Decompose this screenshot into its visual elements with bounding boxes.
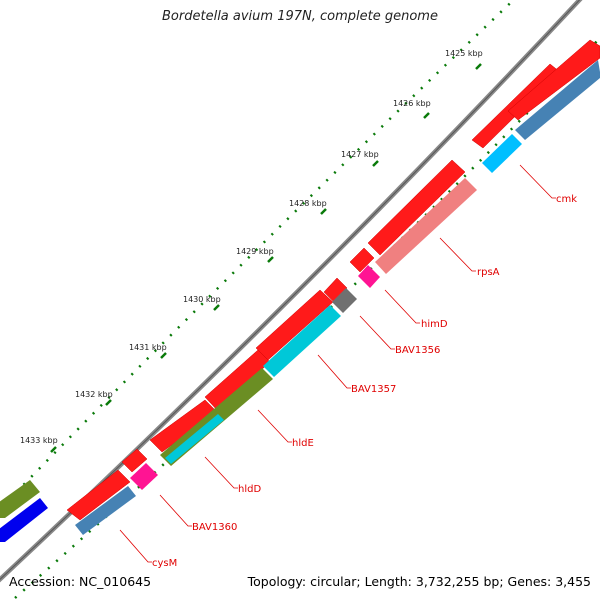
kbp-label-1432: 1432 kbp xyxy=(75,390,113,399)
gene-label-himD: himD xyxy=(421,319,448,330)
kbp-label-1425: 1425 kbp xyxy=(445,49,483,58)
cysM-feature xyxy=(75,486,136,535)
cds-arrow xyxy=(121,448,148,473)
kbp-label-1426: 1426 kbp xyxy=(393,99,431,108)
cds-arrow xyxy=(507,39,600,121)
cds-arrow xyxy=(323,277,348,303)
himD-feature xyxy=(358,265,380,288)
gene-label-BAV1356: BAV1356 xyxy=(395,345,440,356)
cds-arrow xyxy=(367,159,466,256)
olive-feature-left xyxy=(0,480,40,518)
gene-label-cmk: cmk xyxy=(556,194,577,205)
BAV1357-feature xyxy=(263,305,341,377)
gene-label-hldE: hldE xyxy=(292,438,314,449)
genome-summary-text: Topology: circular; Length: 3,732,255 bp… xyxy=(247,574,591,589)
label-connectors xyxy=(119,164,556,563)
feature-track xyxy=(0,60,600,542)
map-title: Bordetella avium 197N, complete genome xyxy=(162,9,438,24)
gene-label-BAV1360: BAV1360 xyxy=(192,522,237,533)
kbp-label-1430: 1430 kbp xyxy=(183,295,221,304)
kbp-label-1433: 1433 kbp xyxy=(20,436,58,445)
cds-arrow xyxy=(66,469,131,521)
kbp-label-1428: 1428 kbp xyxy=(289,199,327,208)
cmk-feature xyxy=(482,134,522,173)
kbp-label-1431: 1431 kbp xyxy=(129,343,167,352)
rpsA-feature xyxy=(375,178,477,274)
steelblue-feature xyxy=(515,60,600,140)
kbp-label-1427: 1427 kbp xyxy=(341,150,379,159)
BAV1356-feature xyxy=(332,288,357,313)
outer-tick-ring xyxy=(0,0,516,511)
hldD-feature xyxy=(165,414,224,464)
gene-label-cysM: cysM xyxy=(152,558,177,569)
BAV1360-feature xyxy=(130,463,158,490)
kbp-label-1429: 1429 kbp xyxy=(236,247,274,256)
cds-arrow xyxy=(349,247,375,273)
accession-text: Accession: NC_010645 xyxy=(9,574,152,589)
major-ticks xyxy=(50,63,482,453)
gene-label-BAV1357: BAV1357 xyxy=(351,384,396,395)
gene-label-hldD: hldD xyxy=(238,484,261,495)
navy-feature-left xyxy=(0,498,48,542)
cds-track xyxy=(66,39,600,521)
gene-label-rpsA: rpsA xyxy=(477,267,500,278)
